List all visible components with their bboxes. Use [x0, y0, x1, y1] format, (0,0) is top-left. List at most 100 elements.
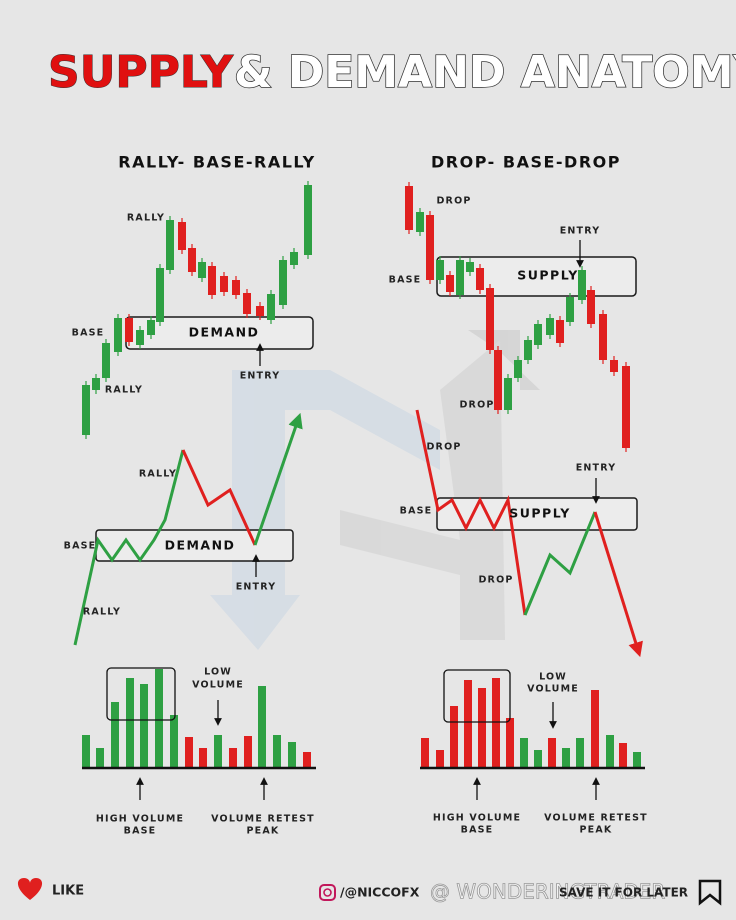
label: BASE	[124, 826, 157, 837]
candle	[514, 360, 522, 378]
candle	[556, 320, 564, 343]
supply-zone	[436, 497, 638, 531]
volume-bar	[633, 752, 641, 768]
volume-bar	[244, 736, 252, 768]
candle	[405, 186, 413, 230]
price-line	[253, 412, 303, 546]
volume-bar	[155, 669, 163, 768]
candle	[456, 260, 464, 295]
candle	[147, 320, 155, 335]
volume-bar	[436, 750, 444, 768]
label: BASE	[72, 328, 105, 339]
candle	[82, 385, 90, 435]
volume-bar	[273, 735, 281, 768]
price-line	[415, 409, 527, 616]
watermark: @ WONDERINGTRADER	[430, 880, 665, 904]
label: RALLY	[139, 469, 177, 480]
label: DROP	[478, 575, 513, 586]
label: BASE	[389, 275, 422, 286]
handle: /@NICCOFX	[340, 885, 420, 900]
candle	[279, 260, 287, 305]
candle	[136, 330, 144, 345]
volume-bar	[111, 702, 119, 768]
title-highlight: SUPPLY	[48, 47, 234, 98]
candle	[476, 268, 484, 290]
candle	[125, 318, 133, 342]
label: LOW	[539, 672, 567, 683]
candle	[290, 252, 298, 265]
candle	[243, 293, 251, 314]
candle	[416, 212, 424, 232]
zone-label: DEMAND	[165, 538, 236, 553]
volume-bar	[576, 738, 584, 768]
candle	[156, 268, 164, 322]
volume-bar	[96, 748, 104, 768]
candle	[622, 366, 630, 448]
candle	[114, 318, 122, 352]
label: ENTRY	[560, 226, 601, 237]
bookmark-icon[interactable]	[698, 879, 722, 906]
candle	[534, 324, 542, 345]
instagram-icon	[323, 888, 332, 897]
candle	[587, 290, 595, 324]
volume-bar	[82, 735, 90, 768]
label: BASE	[461, 825, 494, 836]
candle	[220, 276, 228, 292]
candle	[102, 343, 110, 378]
volume-bar	[185, 737, 193, 768]
label: PEAK	[580, 825, 613, 836]
candle	[436, 260, 444, 280]
volume-bar	[258, 686, 266, 768]
label: RALLY	[83, 607, 121, 618]
label: LOW	[204, 667, 232, 678]
volume-bar	[170, 715, 178, 768]
label: HIGH VOLUME	[96, 814, 184, 825]
volume-bar	[140, 684, 148, 768]
zone-label: DEMAND	[189, 325, 260, 340]
label: HIGH VOLUME	[433, 813, 521, 824]
candle	[166, 220, 174, 270]
candle	[524, 340, 532, 360]
candle	[486, 288, 494, 350]
zone-label: SUPPLY	[509, 506, 571, 521]
volume-bar	[492, 678, 500, 768]
candle	[599, 314, 607, 360]
label: ENTRY	[576, 463, 617, 474]
label: DROP	[459, 400, 494, 411]
candle	[178, 222, 186, 250]
candle	[546, 318, 554, 335]
volume-bar	[450, 706, 458, 768]
candle	[92, 378, 100, 390]
label: PEAK	[247, 826, 280, 837]
background-arrows	[210, 330, 540, 650]
label: DROP	[426, 442, 461, 453]
price-line	[523, 511, 597, 616]
volume-bar	[548, 738, 556, 768]
label: DROP	[436, 196, 471, 207]
heart-icon[interactable]	[17, 878, 43, 900]
candle	[578, 270, 586, 300]
label: RALLY	[105, 385, 143, 396]
candle	[426, 215, 434, 280]
label: BASE	[64, 541, 97, 552]
candle	[256, 306, 264, 316]
candle	[610, 360, 618, 372]
label: VOLUME	[527, 684, 579, 695]
save[interactable]: SAVE IT FOR LATER	[559, 886, 688, 900]
title: & DEMAND ANATOMY	[234, 47, 736, 98]
highlight-box	[443, 669, 511, 723]
candle	[494, 350, 502, 410]
like[interactable]: LIKE	[52, 884, 84, 899]
volume-bar	[506, 718, 514, 768]
label: VOLUME RETEST	[544, 813, 648, 824]
volume-bar	[229, 748, 237, 768]
candle	[232, 280, 240, 295]
zone-label: SUPPLY	[517, 268, 579, 283]
price-line	[593, 511, 643, 658]
candle	[446, 275, 454, 292]
volume-bar	[591, 690, 599, 768]
label: VOLUME	[192, 680, 244, 691]
label: RALLY	[127, 213, 165, 224]
candle	[304, 185, 312, 255]
